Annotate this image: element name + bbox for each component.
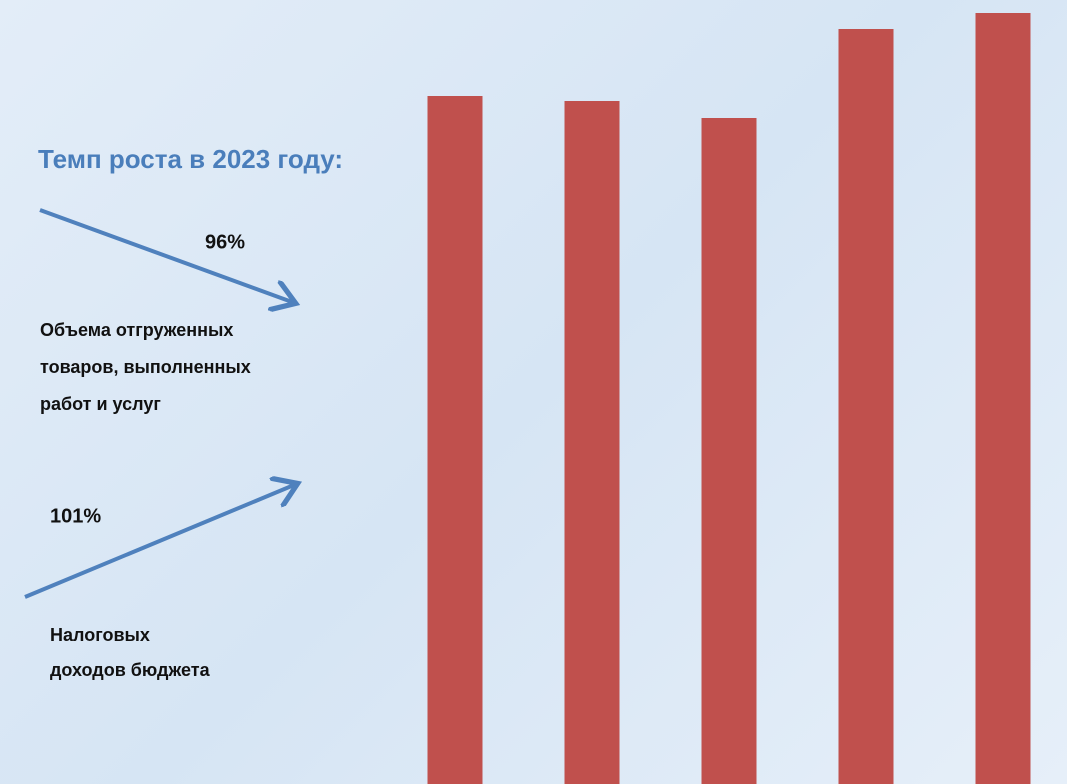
- bar: [975, 13, 1031, 784]
- item-label: товаров, выполненных: [40, 357, 251, 377]
- bar: [838, 29, 894, 784]
- arrow-up: [24, 485, 294, 599]
- bar: [564, 101, 620, 784]
- bar: [427, 96, 483, 784]
- growth-value: 96%: [205, 231, 245, 253]
- item-label: Налоговых: [50, 625, 150, 645]
- arrow-down: [39, 208, 292, 302]
- item-label: доходов бюджета: [50, 660, 211, 680]
- bar: [701, 118, 757, 784]
- item-label: Объема отгруженных: [40, 320, 233, 340]
- growth-value: 101%: [50, 505, 101, 527]
- item-label: работ и услуг: [40, 394, 161, 414]
- heading: Темп роста в 2023 году:: [38, 144, 343, 174]
